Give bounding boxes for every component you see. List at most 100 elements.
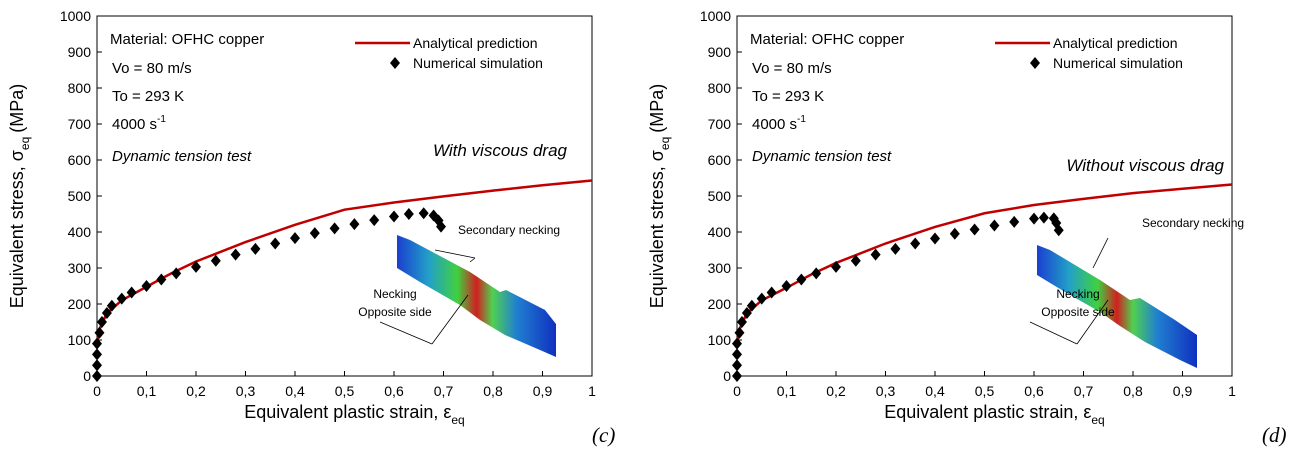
simulation-point: [796, 273, 807, 286]
x-tick-label: 0,1: [137, 383, 157, 399]
simulation-point: [766, 286, 777, 299]
simulation-point: [96, 316, 107, 328]
y-tick-label: 1000: [60, 8, 91, 24]
y-axis-label: Equivalent stress, σeq (MPa): [7, 84, 32, 309]
y-axis-label-unit: (MPa): [647, 84, 667, 133]
annotation-text: To = 293 K: [752, 88, 824, 105]
panel-label: (d): [1262, 423, 1287, 447]
x-tick-label: 0,5: [335, 383, 355, 399]
annotation-text: Material: OFHC copper: [110, 31, 264, 48]
y-tick-label: 100: [68, 332, 92, 348]
simulation-point: [850, 254, 861, 267]
simulation-point: [101, 307, 112, 319]
annotation: To = 293 K: [752, 88, 824, 105]
annotation: Secondary necking: [1142, 216, 1244, 230]
x-tick-label: 0,4: [285, 383, 305, 399]
legend-label: Numerical simulation: [413, 55, 543, 71]
annotation-text: 4000 s: [112, 116, 157, 133]
annotation-text: To = 293 K: [112, 88, 184, 105]
simulation-point: [910, 237, 921, 250]
x-axis-label-sub: eq: [451, 413, 464, 427]
simulation-point: [734, 326, 745, 339]
annotation-text: Dynamic tension test: [752, 148, 892, 165]
annotation: 4000 s-1: [752, 114, 806, 133]
simulation-point: [969, 223, 980, 236]
annotation: Vo = 80 m/s: [112, 60, 192, 77]
simulation-point: [369, 214, 380, 227]
annotation: Vo = 80 m/s: [752, 60, 832, 77]
annotation-text: Necking: [373, 287, 416, 301]
x-tick-label: 0,9: [533, 383, 553, 399]
annotation: Without viscous drag: [1066, 156, 1224, 175]
annotation: Necking: [373, 287, 416, 301]
x-tick-label: 0,8: [1123, 383, 1143, 399]
x-tick-label: 0: [93, 383, 101, 399]
annotation-text: With viscous drag: [433, 141, 568, 160]
simulation-point: [989, 219, 1000, 232]
simulation-point: [116, 292, 127, 305]
simulation-point: [389, 210, 399, 223]
simulation-point: [1009, 215, 1020, 228]
annotation-text: Vo = 80 m/s: [112, 60, 192, 77]
annotation-text: Opposite side: [1041, 305, 1115, 319]
simulation-point: [1053, 224, 1064, 237]
simulation-point: [732, 337, 742, 350]
simulation-point: [92, 337, 102, 350]
x-tick-label: 1: [1228, 383, 1236, 399]
simulation-point: [732, 370, 742, 382]
specimen-d: [1029, 237, 1197, 368]
y-tick-label: 600: [68, 152, 92, 168]
simulation-point: [329, 222, 340, 235]
x-tick-label: 0,3: [236, 383, 256, 399]
y-tick-label: 300: [68, 260, 92, 276]
y-tick-label: 0: [723, 368, 731, 384]
y-tick-label: 900: [68, 44, 92, 60]
annotation-text: Secondary necking: [1142, 216, 1244, 230]
simulation-point: [106, 299, 117, 312]
x-tick-label: 0: [733, 383, 741, 399]
y-tick-label: 0: [83, 368, 91, 384]
simulation-point: [418, 207, 429, 220]
y-tick-label: 900: [708, 44, 732, 60]
simulation-point: [732, 348, 742, 361]
x-axis-label: Equivalent plastic strain, εeq: [884, 402, 1104, 427]
legend-label: Numerical simulation: [1053, 55, 1183, 71]
y-tick-label: 700: [708, 116, 732, 132]
annotation: Dynamic tension test: [752, 148, 892, 165]
x-tick-label: 0,9: [1173, 383, 1193, 399]
x-tick-label: 0,7: [1074, 383, 1094, 399]
simulation-point: [309, 227, 320, 240]
y-axis-label-unit: (MPa): [7, 84, 27, 133]
simulation-point: [831, 260, 841, 273]
y-tick-label: 600: [708, 152, 732, 168]
simulation-point: [736, 316, 747, 328]
y-tick-label: 100: [708, 332, 732, 348]
x-tick-label: 0,1: [777, 383, 797, 399]
simulation-point: [210, 254, 221, 267]
annotation: Opposite side: [358, 305, 432, 319]
annotation-text: 4000 s: [752, 116, 797, 133]
simulation-point: [290, 232, 300, 245]
x-tick-label: 1: [588, 383, 596, 399]
simulation-point: [870, 248, 881, 261]
simulation-point: [756, 292, 767, 305]
annotation: With viscous drag: [433, 141, 568, 160]
simulation-point: [349, 218, 360, 231]
annotation-sup: -1: [157, 114, 166, 125]
simulation-point: [746, 299, 757, 312]
legend-marker: [390, 57, 400, 69]
x-tick-label: 0,2: [826, 383, 846, 399]
simulation-point: [94, 326, 105, 339]
annotation-text: Vo = 80 m/s: [752, 60, 832, 77]
x-tick-label: 0,6: [1024, 383, 1044, 399]
y-tick-label: 500: [708, 188, 732, 204]
annotation-sup: -1: [797, 114, 806, 125]
simulation-point: [1029, 212, 1039, 225]
x-tick-label: 0,5: [975, 383, 995, 399]
legend-label: Analytical prediction: [1053, 35, 1178, 51]
annotation: Dynamic tension test: [112, 148, 252, 165]
simulation-point: [230, 248, 241, 261]
y-tick-label: 800: [68, 80, 92, 96]
simulation-point: [156, 273, 167, 286]
